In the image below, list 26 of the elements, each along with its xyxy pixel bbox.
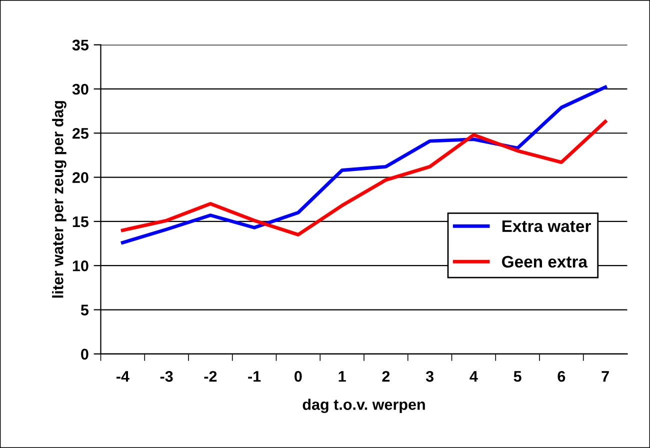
y-tick-label: 15 xyxy=(72,216,89,228)
x-tick-label: 3 xyxy=(426,370,434,382)
x-axis-title: dag t.o.v. werpen xyxy=(302,398,425,414)
x-tick-label: -4 xyxy=(116,371,130,382)
x-tick-label: 5 xyxy=(514,371,522,382)
x-tick-label: 4 xyxy=(470,371,478,382)
line-series xyxy=(120,85,608,244)
legend-label: Geen extra xyxy=(502,256,588,268)
x-tick-label: -3 xyxy=(160,370,173,382)
y-tick-label: 0 xyxy=(81,348,88,360)
y-tick-label: 10 xyxy=(72,260,88,272)
legend-label: Extra water xyxy=(502,220,591,232)
x-tick-label: -2 xyxy=(204,370,217,382)
x-tick-label: 1 xyxy=(338,371,346,382)
x-tick-label: 0 xyxy=(294,370,302,382)
y-axis-title: liter water per zeug per dag xyxy=(52,101,66,298)
y-tick-label: 25 xyxy=(72,128,89,139)
y-tick-label: 30 xyxy=(72,84,88,95)
x-tick-label: -1 xyxy=(248,371,261,382)
y-tick-label: 35 xyxy=(72,40,89,51)
x-tick-label: 6 xyxy=(558,370,566,382)
x-tick-label: 2 xyxy=(382,370,390,382)
y-tick-label: 5 xyxy=(80,304,89,316)
x-tick-label: 7 xyxy=(602,371,609,382)
line-series xyxy=(120,120,608,236)
y-tick-label: 20 xyxy=(72,172,88,183)
